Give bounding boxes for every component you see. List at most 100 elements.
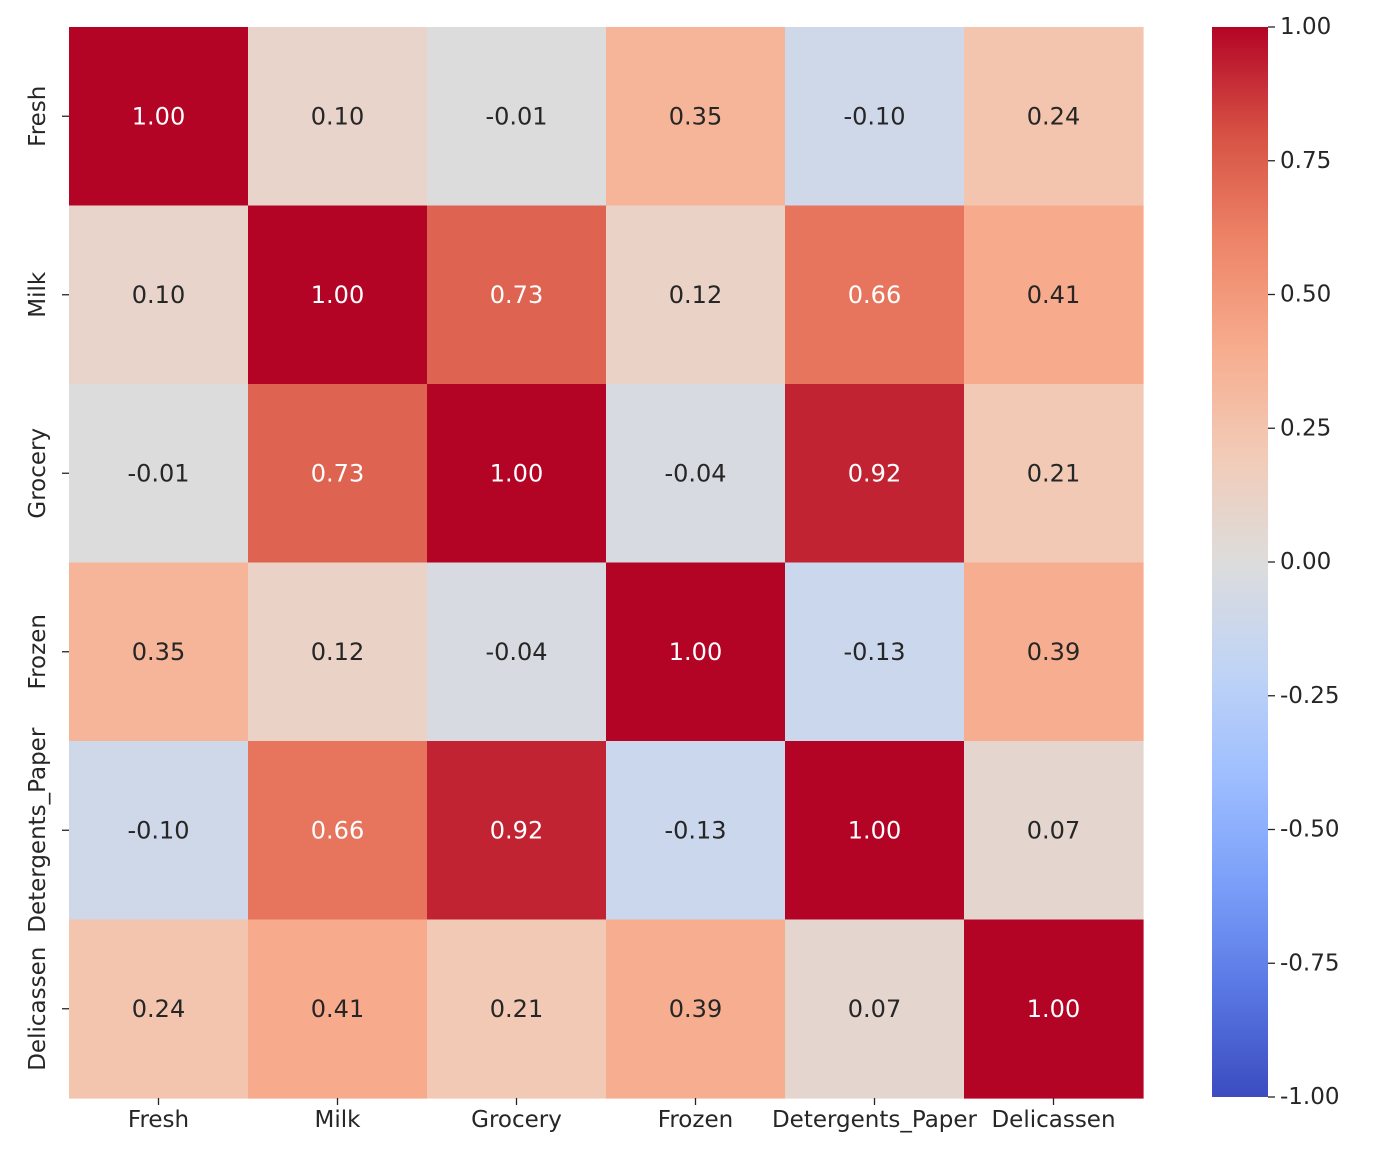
cell-value-label: -0.01 xyxy=(127,459,189,487)
heatmap-cell-grocery-grocery xyxy=(427,384,607,564)
cell-value-label: 0.41 xyxy=(1027,281,1080,309)
heatmap-cell-fresh-fresh xyxy=(69,27,249,207)
x-tick-label: Grocery xyxy=(471,1107,562,1133)
cell-value-label: 0.10 xyxy=(132,281,185,309)
heatmap-cell-frozen-delicassen xyxy=(964,562,1144,742)
heatmap-cell-milk-detergents-paper xyxy=(785,205,965,385)
heatmap-cell-grocery-delicassen xyxy=(964,384,1144,564)
colorbar-tick-label: 0.50 xyxy=(1280,282,1331,308)
colorbar-tick-label: 0.25 xyxy=(1280,415,1331,441)
cell-value-label: -0.13 xyxy=(843,638,905,666)
heatmap-cells xyxy=(69,27,1144,1099)
heatmap-cell-frozen-detergents-paper xyxy=(785,562,965,742)
heatmap-cell-detergents-paper-grocery xyxy=(427,741,607,921)
heatmap-cell-grocery-milk xyxy=(248,384,428,564)
cell-value-label: -0.04 xyxy=(485,638,547,666)
heatmap-cell-frozen-milk xyxy=(248,562,428,742)
colorbar-tick-label: 0.00 xyxy=(1280,549,1331,575)
heatmap-cell-fresh-frozen xyxy=(606,27,786,207)
cell-value-label: 0.21 xyxy=(490,995,543,1023)
x-axis: Fresh Milk Grocery Frozen Detergents_Paper De… xyxy=(128,1098,1116,1133)
y-tick-label: Fresh xyxy=(25,86,51,147)
y-tick-label: Milk xyxy=(25,271,51,318)
cell-value-label: 0.10 xyxy=(311,102,364,130)
heatmap-cell-fresh-delicassen xyxy=(964,27,1144,207)
heatmap-cell-labels: 1.00 0.10 -0.01 0.35 -0.10 0.24 0.10 1.00 0.73 0.… xyxy=(127,102,1080,1023)
cell-value-label: 0.24 xyxy=(132,995,185,1023)
heatmap-cell-milk-frozen xyxy=(606,205,786,385)
cell-value-label: 0.12 xyxy=(669,281,722,309)
heatmap-cell-milk-grocery xyxy=(427,205,607,385)
x-tick-label: Frozen xyxy=(658,1107,733,1133)
heatmap-cell-grocery-frozen xyxy=(606,384,786,564)
heatmap-cell-grocery-detergents-paper xyxy=(785,384,965,564)
cell-value-label: 1.00 xyxy=(848,816,901,844)
cell-value-label: 1.00 xyxy=(132,102,185,130)
cell-value-label: 0.66 xyxy=(848,281,901,309)
cell-value-label: 0.39 xyxy=(669,995,722,1023)
cell-value-label: 1.00 xyxy=(669,638,722,666)
heatmap-cell-fresh-milk xyxy=(248,27,428,207)
cell-value-label: 0.35 xyxy=(132,638,185,666)
heatmap-cell-detergents-paper-delicassen xyxy=(964,741,1144,921)
cell-value-label: -0.10 xyxy=(127,816,189,844)
heatmap-cell-fresh-detergents-paper xyxy=(785,27,965,207)
cell-value-label: -0.01 xyxy=(485,102,547,130)
heatmap-cell-frozen-fresh xyxy=(69,562,249,742)
heatmap-cell-milk-delicassen xyxy=(964,205,1144,385)
heatmap-cell-frozen-frozen xyxy=(606,562,786,742)
heatmap-cell-delicassen-delicassen xyxy=(964,919,1144,1099)
colorbar-tick-label: -0.25 xyxy=(1280,683,1340,709)
cell-value-label: 0.35 xyxy=(669,102,722,130)
cell-value-label: -0.04 xyxy=(664,459,726,487)
cell-value-label: 0.92 xyxy=(848,459,901,487)
cell-value-label: 0.73 xyxy=(311,459,364,487)
cell-value-label: 1.00 xyxy=(1027,995,1080,1023)
heatmap-cell-delicassen-detergents-paper xyxy=(785,919,965,1099)
cell-value-label: 0.24 xyxy=(1027,102,1080,130)
colorbar-tick-label: -1.00 xyxy=(1280,1084,1340,1110)
y-tick-label: Delicassen xyxy=(25,947,51,1071)
x-tick-label: Delicassen xyxy=(991,1107,1115,1133)
colorbar-axis: 1.00 0.75 0.50 0.25 0.00 -0.25 -0.50 -0.75 -1.00 xyxy=(1268,14,1340,1110)
cell-value-label: 0.21 xyxy=(1027,459,1080,487)
y-tick-label: Grocery xyxy=(25,428,51,519)
heatmap-cell-delicassen-fresh xyxy=(69,919,249,1099)
colorbar xyxy=(1212,27,1268,1097)
heatmap-cell-frozen-grocery xyxy=(427,562,607,742)
heatmap-cell-detergents-paper-detergents-paper xyxy=(785,741,965,921)
heatmap-cell-detergents-paper-milk xyxy=(248,741,428,921)
cell-value-label: 0.07 xyxy=(848,995,901,1023)
cell-value-label: 0.07 xyxy=(1027,816,1080,844)
heatmap-cell-milk-fresh xyxy=(69,205,249,385)
heatmap-cell-detergents-paper-frozen xyxy=(606,741,786,921)
heatmap-cell-delicassen-frozen xyxy=(606,919,786,1099)
x-tick-label: Detergents_Paper xyxy=(772,1107,978,1133)
colorbar-tick-label: 0.75 xyxy=(1280,148,1331,174)
cell-value-label: 0.41 xyxy=(311,995,364,1023)
y-tick-label: Detergents_Paper xyxy=(25,727,51,933)
cell-value-label: 1.00 xyxy=(311,281,364,309)
heatmap-cell-delicassen-milk xyxy=(248,919,428,1099)
heatmap-cell-grocery-fresh xyxy=(69,384,249,564)
x-tick-label: Fresh xyxy=(128,1107,189,1133)
heatmap-cell-delicassen-grocery xyxy=(427,919,607,1099)
heatmap-cell-fresh-grocery xyxy=(427,27,607,207)
colorbar-tick-label: -0.75 xyxy=(1280,950,1340,976)
cell-value-label: -0.13 xyxy=(664,816,726,844)
cell-value-label: 0.66 xyxy=(311,816,364,844)
heatmap-cell-detergents-paper-fresh xyxy=(69,741,249,921)
y-tick-label: Frozen xyxy=(25,614,51,689)
colorbar-tick-label: -0.50 xyxy=(1280,817,1340,843)
colorbar-tick-label: 1.00 xyxy=(1280,14,1331,40)
cell-value-label: 0.39 xyxy=(1027,638,1080,666)
x-tick-label: Milk xyxy=(315,1107,362,1133)
cell-value-label: 0.73 xyxy=(490,281,543,309)
cell-value-label: 0.92 xyxy=(490,816,543,844)
cell-value-label: 0.12 xyxy=(311,638,364,666)
y-axis: Fresh Milk Grocery Frozen Detergents_Paper De… xyxy=(25,86,69,1071)
heatmap-cell-milk-milk xyxy=(248,205,428,385)
cell-value-label: 1.00 xyxy=(490,459,543,487)
cell-value-label: -0.10 xyxy=(843,102,905,130)
